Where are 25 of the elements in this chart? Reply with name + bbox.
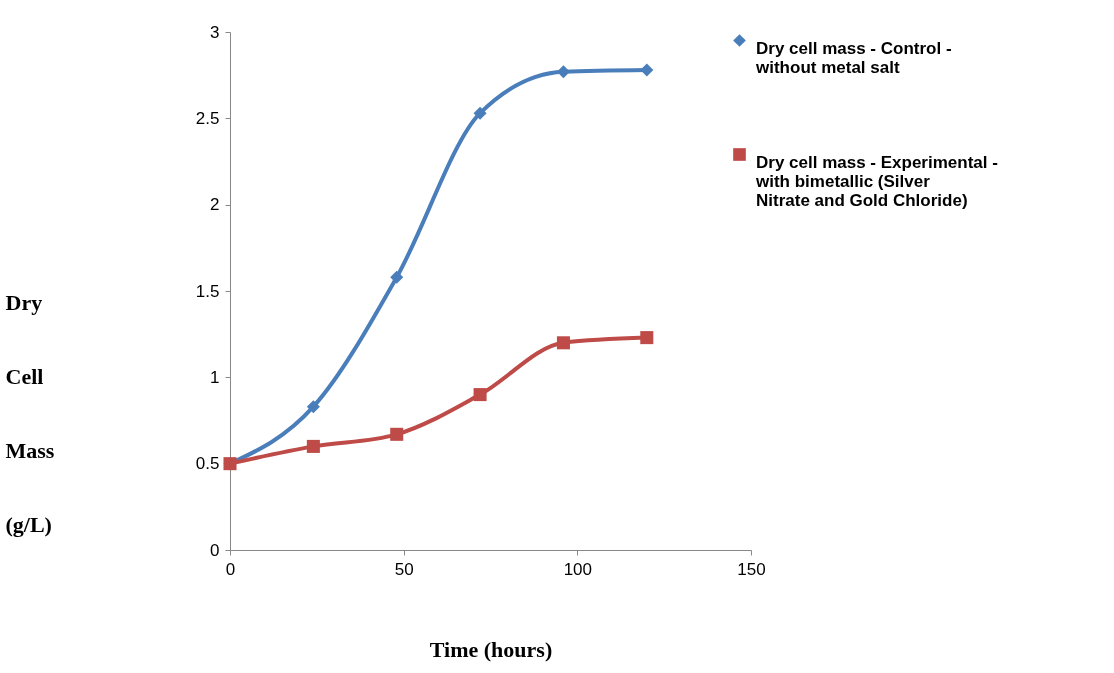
point: [556, 336, 570, 350]
y-tick-label: 2.5: [195, 108, 220, 128]
point: [640, 63, 654, 77]
y-tick-label: 0.5: [195, 454, 220, 474]
y-tick-label: 1.5: [195, 281, 220, 301]
y-tick-label: 3: [210, 22, 220, 42]
text: Dry Cell Mass (g/L): [5, 289, 55, 537]
point: [306, 439, 320, 453]
x-tick-label: 0: [225, 559, 236, 579]
x-tick-label: 50: [394, 559, 414, 579]
x-axis-title: Time (hours): [429, 636, 553, 662]
x-tick-label: 100: [563, 559, 593, 579]
point: [640, 331, 654, 345]
point: [473, 388, 487, 402]
point: [306, 400, 320, 414]
point: [556, 65, 570, 79]
legend-label: Dry cell mass - Control - without metal salt: [755, 38, 952, 77]
y-tick-label: 1: [210, 367, 220, 387]
y-tick-label: 0: [210, 540, 220, 560]
y-tick-label: 2: [210, 195, 220, 215]
x-tick-label: 150: [737, 559, 766, 579]
point: [473, 106, 487, 120]
point: [390, 427, 404, 441]
legend-label: Dry cell mass - Experimental - with bimetallic (Silver Nitrate and Gold Chloride): [755, 152, 998, 210]
point: [390, 270, 404, 284]
